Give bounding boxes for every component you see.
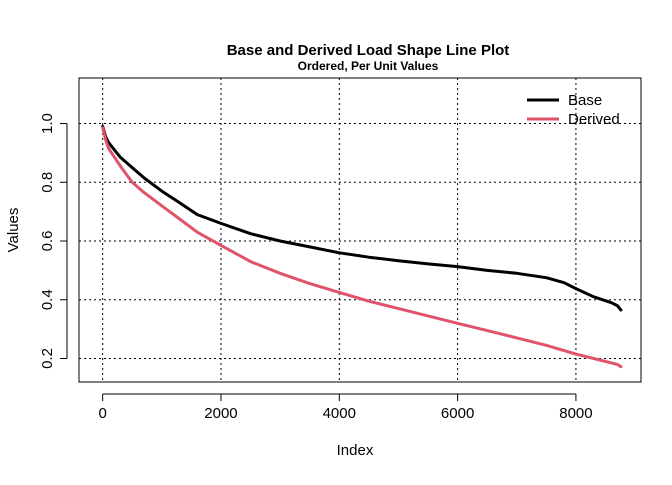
legend-label-derived: Derived xyxy=(568,111,620,128)
legend-label-base: Base xyxy=(568,92,602,109)
x-tick-label: 2000 xyxy=(204,405,237,422)
series-line-derived xyxy=(101,126,623,369)
y-tick-label: 0.2 xyxy=(39,348,56,369)
y-axis-label: Values xyxy=(5,208,22,253)
legend: Base Derived xyxy=(527,92,620,128)
x-axis-label: Index xyxy=(337,442,374,459)
x-tick-label: 6000 xyxy=(441,405,474,422)
series-line-base xyxy=(101,125,623,312)
chart-title: Base and Derived Load Shape Line Plot xyxy=(227,42,510,59)
y-tick-label: 0.8 xyxy=(39,172,56,193)
y-tick-label: 0.6 xyxy=(39,231,56,252)
y-tick-label: 0.4 xyxy=(39,289,56,310)
x-tick-label: 4000 xyxy=(323,405,356,422)
plot-frame xyxy=(78,77,642,383)
series-layer xyxy=(101,125,623,369)
y-tick-label: 1.0 xyxy=(39,113,56,134)
chart-subtitle: Ordered, Per Unit Values xyxy=(298,59,439,73)
axis-layer: 0 2000 4000 6000 8000 0.2 0.4 0.6 0.8 1.0 xyxy=(39,113,593,422)
grid-layer xyxy=(79,78,641,382)
x-tick-label: 0 xyxy=(98,405,106,422)
x-tick-label: 8000 xyxy=(559,405,592,422)
